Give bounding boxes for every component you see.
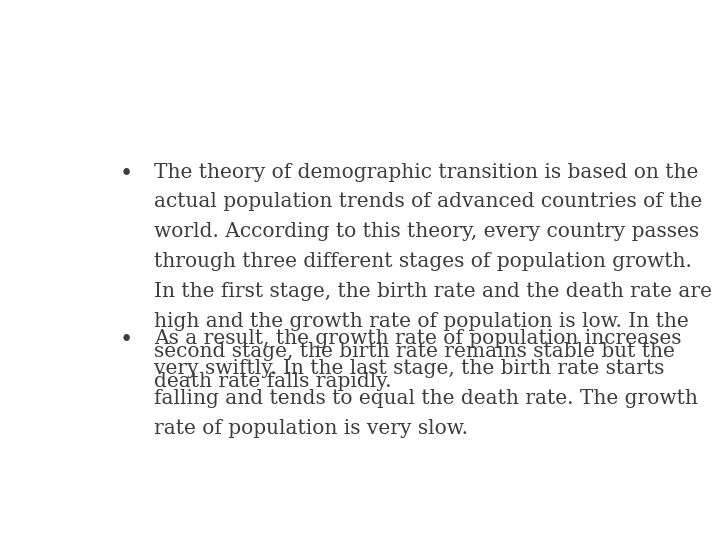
Text: world. According to this theory, every country passes: world. According to this theory, every c… bbox=[154, 222, 699, 241]
Text: falling and tends to equal the death rate. The growth: falling and tends to equal the death rat… bbox=[154, 389, 698, 408]
Text: In the first stage, the birth rate and the death rate are: In the first stage, the birth rate and t… bbox=[154, 282, 712, 301]
Text: As a result, the growth rate of population increases: As a result, the growth rate of populati… bbox=[154, 329, 682, 348]
Text: The theory of demographic transition is based on the: The theory of demographic transition is … bbox=[154, 163, 698, 181]
Text: through three different stages of population growth.: through three different stages of popula… bbox=[154, 252, 692, 271]
Text: very swiftly. In the last stage, the birth rate starts: very swiftly. In the last stage, the bir… bbox=[154, 359, 665, 378]
Text: actual population trends of advanced countries of the: actual population trends of advanced cou… bbox=[154, 192, 703, 212]
Text: rate of population is very slow.: rate of population is very slow. bbox=[154, 418, 468, 437]
Text: second stage, the birth rate remains stable but the: second stage, the birth rate remains sta… bbox=[154, 342, 675, 361]
Text: high and the growth rate of population is low. In the: high and the growth rate of population i… bbox=[154, 312, 689, 331]
Text: •: • bbox=[120, 329, 133, 351]
Text: death rate falls rapidly.: death rate falls rapidly. bbox=[154, 372, 392, 391]
Text: •: • bbox=[120, 163, 133, 185]
